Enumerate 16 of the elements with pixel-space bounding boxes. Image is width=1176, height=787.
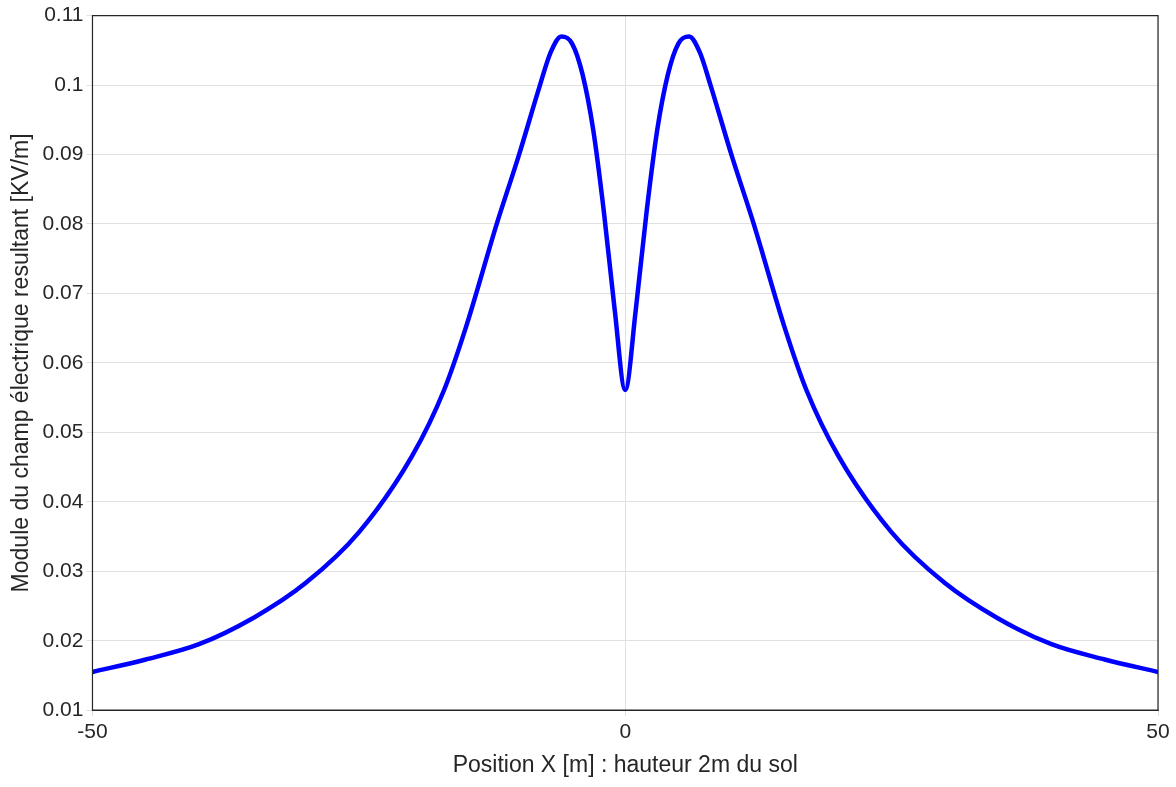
x-tick-label: -50 [77,718,108,742]
y-tick-label: 0.08 [42,210,84,234]
x-tick-label: 0 [619,718,632,742]
x-tick-label: 50 [1146,718,1170,742]
y-tick-label: 0.04 [42,488,84,512]
y-tick-label: 0.07 [42,280,84,304]
y-tick-label: 0.1 [54,71,84,95]
y-tick-label: 0.03 [42,558,84,582]
y-axis-title: Module du champ électrique resultant [KV/m] [7,133,34,593]
x-axis-title: Position X [m] : hauteur 2m du sol [452,750,798,777]
y-tick-label: 0.11 [44,2,84,26]
y-tick-label: 0.09 [42,141,84,165]
y-tick-label: 0.06 [42,349,84,373]
y-tick-label: 0.02 [42,627,84,651]
y-tick-label: 0.05 [42,419,84,443]
y-tick-label: 0.01 [42,697,84,720]
